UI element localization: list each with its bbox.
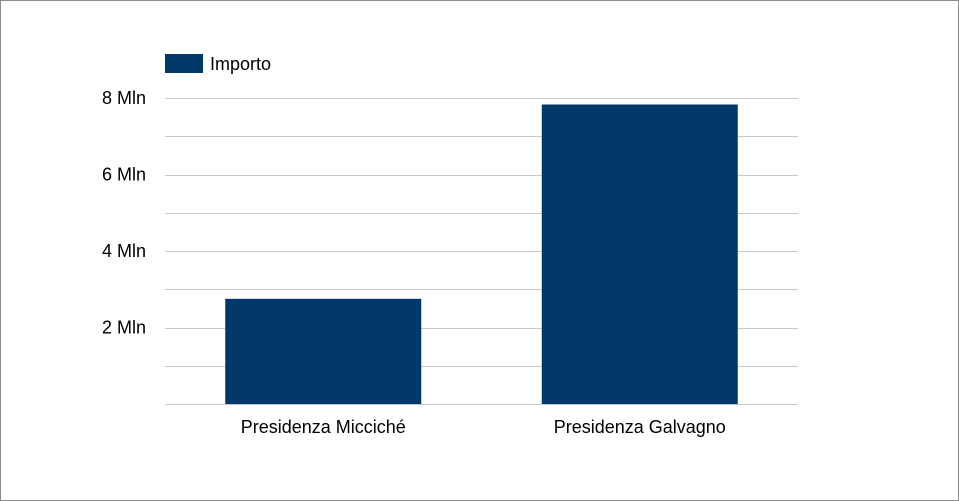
- x-category-label: Presidenza Galvagno: [554, 417, 726, 437]
- bar-1: [225, 298, 422, 404]
- y-tick-label: 4 Mln: [102, 241, 146, 261]
- bar-2: [541, 104, 738, 404]
- legend-swatch-importo: [165, 54, 203, 73]
- y-tick-label: 8 Mln: [102, 88, 146, 108]
- legend: Importo: [165, 54, 271, 74]
- legend-label-importo: Importo: [210, 54, 271, 74]
- y-tick-label: 2 Mln: [102, 318, 146, 338]
- y-axis-ticks: 2 Mln 4 Mln 6 Mln 8 Mln: [102, 88, 146, 338]
- y-tick-label: 6 Mln: [102, 165, 146, 185]
- x-axis-categories: Presidenza Micciché Presidenza Galvagno: [241, 417, 726, 437]
- bars: [225, 104, 738, 404]
- x-category-label: Presidenza Micciché: [241, 417, 406, 437]
